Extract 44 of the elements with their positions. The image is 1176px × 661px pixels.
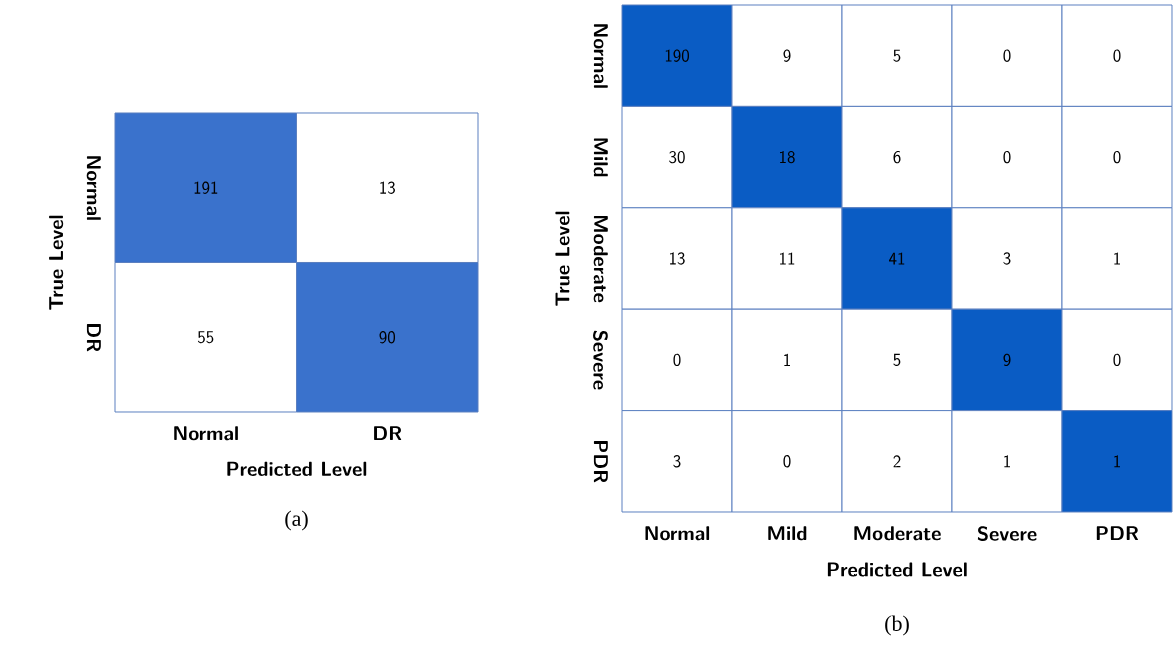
data-label: 0: [1003, 150, 1011, 164]
x-tick-label: Moderate: [854, 526, 941, 541]
data-label: 2: [893, 455, 901, 468]
data-label: 9: [1003, 353, 1011, 367]
data-label: 13: [670, 252, 685, 265]
data-label: 55: [197, 331, 214, 344]
data-label: 0: [1113, 150, 1121, 164]
y-tick-label: Mild: [593, 138, 608, 177]
y-tick-label: Normal: [593, 24, 608, 88]
y-tick-label: Moderate: [593, 215, 608, 303]
data-label: 0: [673, 353, 681, 367]
data-label: 0: [1113, 49, 1121, 62]
y-axis-title: True Level: [49, 215, 64, 310]
data-label: 18: [780, 150, 795, 164]
data-label: 0: [1003, 49, 1011, 62]
data-label: 13: [380, 181, 395, 194]
text: (b): [885, 615, 909, 636]
x-tick-label: Mild: [768, 526, 807, 541]
data-label: 0: [783, 455, 791, 468]
data-label: 1: [784, 353, 790, 366]
data-label: 0: [1113, 353, 1121, 367]
data-label: 1: [1004, 455, 1010, 468]
data-label: 191: [194, 181, 218, 194]
data-label: 3: [673, 455, 681, 468]
data-label: 41: [889, 252, 905, 265]
data-label: 9: [783, 49, 791, 62]
x-axis-title: Predicted Level: [827, 562, 967, 577]
data-label: 3: [1003, 252, 1011, 265]
data-label: 190: [665, 49, 689, 62]
y-axis-title: True Level: [555, 211, 570, 306]
text: (a): [285, 510, 308, 531]
data-label: 6: [893, 150, 901, 164]
data-label: 90: [379, 331, 396, 344]
x-tick-label: Severe: [977, 526, 1037, 541]
y-tick-label: Severe: [593, 330, 608, 390]
data-label: 30: [669, 150, 685, 164]
x-axis-title: Predicted Level: [227, 461, 367, 476]
x-tick-label: PDR: [1096, 526, 1138, 541]
data-label: 1: [1114, 252, 1120, 265]
data-label: 5: [893, 353, 901, 366]
x-tick-label: Normal: [645, 526, 710, 541]
data-label: 5: [893, 49, 901, 62]
data-label: 1: [1114, 455, 1120, 468]
data-label: 11: [780, 252, 795, 265]
